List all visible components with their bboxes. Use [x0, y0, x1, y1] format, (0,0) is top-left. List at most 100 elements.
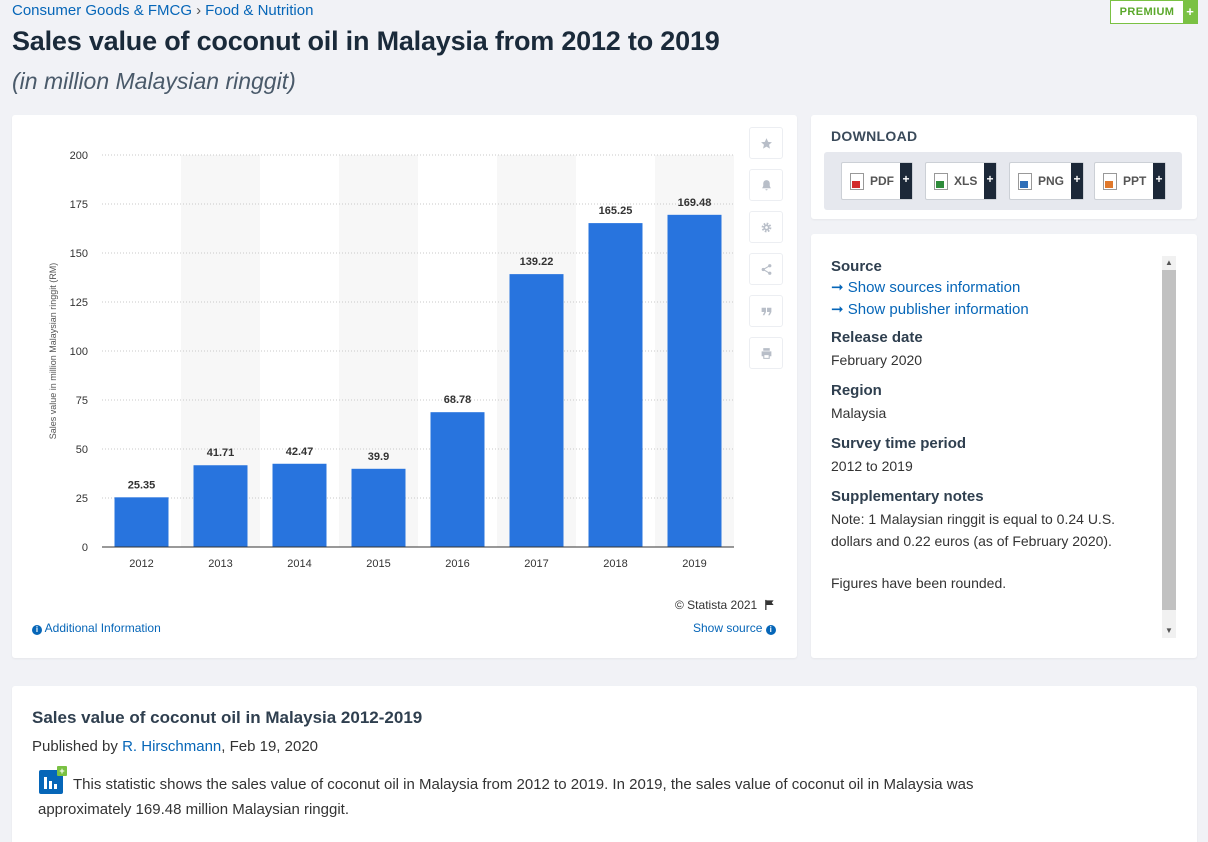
share-icon[interactable]	[749, 253, 783, 285]
region-heading: Region	[831, 382, 882, 399]
y-tick-label: 100	[70, 346, 88, 358]
breadcrumb-separator: ›	[196, 2, 202, 19]
download-card: DOWNLOAD PDF + XLS + PNG + PPT +	[811, 115, 1197, 219]
author-link[interactable]: R. Hirschmann	[122, 738, 222, 755]
show-publisher-link[interactable]: ➞ Show publisher information	[831, 301, 1029, 318]
supplementary-notes-value: Note: 1 Malaysian ringgit is equal to 0.…	[831, 511, 1116, 549]
download-title: DOWNLOAD	[831, 128, 918, 144]
description-text: This statistic shows the sales value of …	[38, 776, 974, 818]
show-source-label: Show source	[693, 621, 763, 635]
breadcrumb: Consumer Goods & FMCG › Food & Nutrition	[12, 2, 313, 19]
download-xls-label: XLS	[954, 174, 978, 188]
published-prefix: Published by	[32, 738, 123, 755]
ppt-file-icon	[1103, 172, 1117, 190]
print-icon[interactable]	[749, 337, 783, 369]
y-tick-label: 200	[70, 150, 88, 162]
source-heading: Source	[831, 258, 882, 275]
release-date-value: February 2020	[831, 352, 923, 368]
pdf-file-icon	[850, 172, 864, 190]
plus-badge-icon: +	[57, 766, 67, 776]
bar	[114, 497, 169, 547]
bar	[272, 463, 327, 547]
bar-value-label: 39.9	[368, 451, 389, 463]
additional-information-label: Additional Information	[44, 621, 161, 635]
survey-period-heading: Survey time period	[831, 435, 967, 452]
show-sources-link[interactable]: ➞ Show sources information	[831, 279, 1021, 296]
quote-icon[interactable]	[749, 295, 783, 327]
y-tick-label: 175	[70, 199, 88, 211]
bar-value-label: 68.78	[444, 394, 472, 406]
xls-file-icon	[934, 172, 948, 190]
breadcrumb-category[interactable]: Consumer Goods & FMCG	[12, 2, 193, 19]
premium-badge[interactable]: PREMIUM +	[1110, 0, 1198, 24]
bell-icon[interactable]	[749, 169, 783, 201]
supplementary-notes-heading: Supplementary notes	[831, 488, 984, 505]
show-source-link[interactable]: Show source i	[693, 621, 776, 635]
additional-information-link[interactable]: i Additional Information	[32, 621, 161, 635]
statistic-info-card: Source ➞ Show sources information ➞ Show…	[811, 234, 1197, 658]
bar-value-label: 41.71	[207, 447, 235, 459]
download-pdf-button[interactable]: PDF +	[841, 162, 913, 200]
download-bar: PDF + XLS + PNG + PPT +	[824, 152, 1182, 210]
bar	[430, 412, 485, 547]
release-date-heading: Release date	[831, 329, 923, 346]
y-tick-label: 50	[76, 444, 88, 456]
premium-label: PREMIUM	[1119, 6, 1175, 18]
download-pdf-label: PDF	[870, 174, 894, 188]
x-tick-label: 2012	[129, 558, 153, 570]
survey-period-value: 2012 to 2019	[831, 458, 913, 474]
region-value: Malaysia	[831, 405, 887, 421]
bar-value-label: 42.47	[286, 446, 314, 458]
bar-value-label: 165.25	[599, 205, 633, 217]
scroll-up-icon[interactable]: ▲	[1165, 258, 1173, 267]
gear-icon[interactable]	[749, 211, 783, 243]
info-content: Source ➞ Show sources information ➞ Show…	[831, 258, 1151, 605]
x-tick-label: 2017	[524, 558, 548, 570]
download-png-label: PNG	[1038, 174, 1065, 188]
star-icon[interactable]	[749, 127, 783, 159]
bar-value-label: 139.22	[520, 256, 554, 268]
plus-icon: +	[1153, 163, 1165, 199]
scroll-down-icon[interactable]: ▼	[1165, 626, 1173, 635]
breadcrumb-subcategory[interactable]: Food & Nutrition	[205, 2, 314, 19]
y-tick-label: 25	[76, 493, 88, 505]
page-title: Sales value of coconut oil in Malaysia f…	[12, 26, 720, 56]
bar	[509, 274, 564, 547]
published-date: , Feb 19, 2020	[221, 738, 319, 755]
page-subtitle: (in million Malaysian ringgit)	[12, 68, 296, 94]
plus-icon: +	[900, 163, 912, 199]
premium-plus-icon: +	[1183, 1, 1197, 23]
png-file-icon	[1018, 172, 1032, 190]
bar	[667, 214, 722, 547]
statistic-icon: +	[39, 766, 67, 794]
info-icon: i	[765, 625, 776, 635]
info-scrollbar[interactable]: ▲ ▼	[1162, 256, 1176, 638]
supplementary-notes-rounding: Figures have been rounded.	[831, 575, 1007, 591]
bar-value-label: 25.35	[128, 479, 156, 491]
description-title: Sales value of coconut oil in Malaysia 2…	[32, 708, 423, 727]
download-ppt-label: PPT	[1123, 174, 1147, 188]
bar	[588, 223, 643, 548]
plus-icon: +	[984, 163, 996, 199]
info-icon: i	[32, 625, 42, 635]
download-ppt-button[interactable]: PPT +	[1094, 162, 1166, 200]
download-png-button[interactable]: PNG +	[1009, 162, 1084, 200]
y-axis-label: Sales value in million Malaysian ringgit…	[48, 263, 58, 440]
bar	[351, 468, 406, 547]
y-tick-label: 75	[76, 395, 88, 407]
flag-icon[interactable]	[764, 599, 775, 610]
download-xls-button[interactable]: XLS +	[925, 162, 997, 200]
bar-chart: 0 25 50 75 100 125 150 175 200 Sales value in mil…	[48, 150, 734, 570]
copyright: © Statista 2021	[675, 598, 775, 612]
scrollbar-thumb[interactable]	[1162, 270, 1176, 610]
bar	[193, 465, 248, 547]
x-tick-label: 2015	[366, 558, 390, 570]
x-tick-label: 2018	[603, 558, 627, 570]
y-tick-label: 125	[70, 297, 88, 309]
description-card: Sales value of coconut oil in Malaysia 2…	[12, 686, 1197, 842]
x-tick-label: 2016	[445, 558, 469, 570]
copyright-text: © Statista 2021	[675, 598, 758, 612]
bar-value-label: 169.48	[678, 197, 712, 209]
chart-card: 0 25 50 75 100 125 150 175 200 Sales value in mil…	[12, 115, 797, 658]
y-tick-label: 0	[82, 542, 88, 554]
